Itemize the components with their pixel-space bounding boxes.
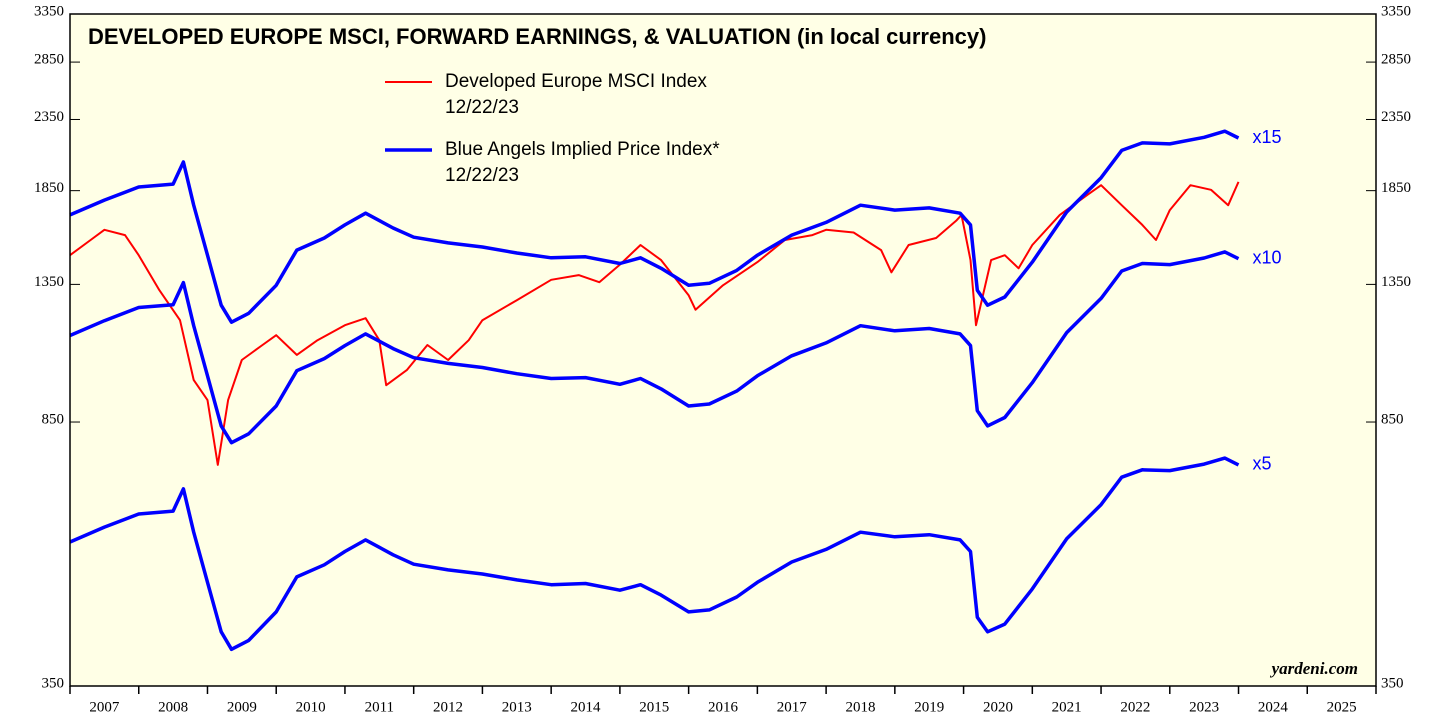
y-tick-label: 1850 (34, 180, 64, 196)
series-label: x15 (1253, 127, 1282, 147)
x-tick-label: 2023 (1189, 699, 1219, 715)
axes: 350 350 850 850 1350 1350 1850 1850 2350 2350 2850… (34, 3, 1411, 715)
legend-date: 12/22/23 (445, 165, 519, 186)
x-tick-label: 2024 (1258, 699, 1289, 715)
y2-tick-label: 1850 (1381, 180, 1411, 196)
y-tick-label: 2850 (34, 52, 64, 68)
legend-label: Developed Europe MSCI Index (445, 71, 707, 92)
x-tick-label: 2022 (1120, 699, 1150, 715)
y2-tick-label: 2350 (1381, 109, 1411, 125)
legend-date: 12/22/23 (445, 97, 519, 118)
series-label: x5 (1253, 454, 1272, 474)
x-tick-label: 2016 (708, 699, 739, 715)
y-tick-label: 350 (42, 675, 65, 691)
x-tick-label: 2014 (571, 699, 602, 715)
x-tick-label: 2013 (502, 699, 532, 715)
y2-tick-label: 350 (1381, 675, 1404, 691)
chart-title: DEVELOPED EUROPE MSCI, FORWARD EARNINGS,… (88, 24, 986, 49)
x-tick-label: 2020 (983, 699, 1013, 715)
x-tick-label: 2019 (914, 699, 944, 715)
plot-background (70, 14, 1376, 686)
series: x15 x10 x5 (69, 127, 1282, 652)
y-tick-label: 1350 (34, 274, 64, 290)
x-tick-label: 2018 (845, 699, 875, 715)
x-tick-label: 2021 (1052, 699, 1082, 715)
source: yardeni.com (1270, 659, 1358, 678)
x-tick-label: 2015 (639, 699, 669, 715)
legend: Developed Europe MSCI Index 12/22/23 Blue … (385, 71, 720, 186)
y2-tick-label: 3350 (1381, 3, 1411, 19)
series-line (69, 250, 1240, 445)
y2-tick-label: 2850 (1381, 52, 1411, 68)
x-tick-label: 2025 (1327, 699, 1357, 715)
y-tick-label: 2350 (34, 109, 64, 125)
x-tick-label: 2008 (158, 699, 188, 715)
series-label: x10 (1253, 247, 1282, 267)
x-tick-label: 2017 (777, 699, 808, 715)
x-tick-label: 2011 (365, 699, 394, 715)
series-line (69, 456, 1240, 652)
x-tick-label: 2012 (433, 699, 463, 715)
x-tick-label: 2007 (89, 699, 120, 715)
x-tick-label: 2009 (227, 699, 257, 715)
y-tick-label: 850 (42, 411, 65, 427)
legend-label: Blue Angels Implied Price Index* (445, 139, 720, 160)
series-line (69, 181, 1240, 466)
plot-frame (69, 13, 1377, 687)
x-tick-label: 2010 (296, 699, 326, 715)
y2-tick-label: 1350 (1381, 274, 1411, 290)
y2-tick-label: 850 (1381, 411, 1404, 427)
series-line (69, 129, 1240, 324)
y-tick-label: 3350 (34, 3, 64, 19)
